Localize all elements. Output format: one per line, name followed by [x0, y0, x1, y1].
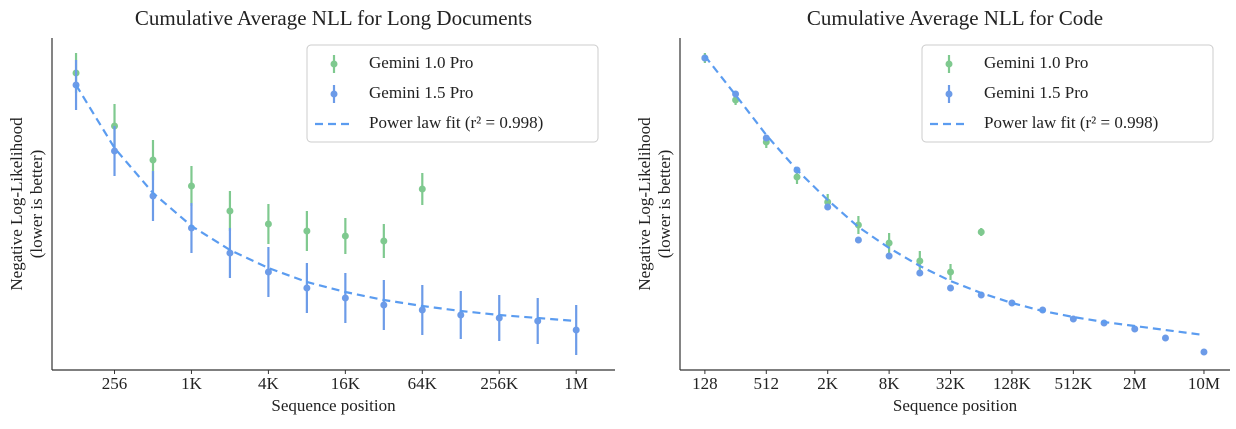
data-point [264, 220, 272, 228]
y-axis-label: Negative Log-Likelihood [635, 117, 654, 291]
data-point [226, 249, 234, 257]
data-point [149, 156, 157, 164]
data-point [264, 268, 272, 276]
data-point [1131, 325, 1139, 333]
chart-title: Cumulative Average NLL for Long Document… [135, 6, 532, 30]
data-point [303, 284, 311, 292]
x-tick-label: 64K [408, 374, 438, 393]
x-tick-label: 1M [564, 374, 588, 393]
data-point [977, 228, 985, 236]
data-point [380, 237, 388, 245]
legend-label: Gemini 1.5 Pro [369, 83, 473, 102]
x-tick-label: 128 [692, 374, 718, 393]
legend-box [921, 44, 1214, 143]
data-point [1200, 348, 1208, 356]
x-tick-label: 32K [936, 374, 966, 393]
legend-label: Gemini 1.0 Pro [984, 53, 1088, 72]
y-axis-label: Negative Log-Likelihood [7, 117, 26, 291]
legend: Gemini 1.0 Pro Gemini 1.5 Pro Power law fi… [306, 44, 599, 143]
data-point [947, 268, 955, 276]
data-point [1008, 299, 1016, 307]
x-tick-label: 1K [181, 374, 203, 393]
x-tick-label: 128K [993, 374, 1032, 393]
x-tick-label: 2M [1123, 374, 1147, 393]
data-point [916, 269, 924, 277]
data-point [854, 236, 862, 244]
x-tick-label: 8K [879, 374, 901, 393]
data-point [418, 185, 426, 193]
data-point [885, 252, 893, 260]
data-point [572, 326, 580, 334]
x-tick-label: 256K [480, 374, 519, 393]
x-tick-label: 4K [258, 374, 280, 393]
data-point [1069, 315, 1077, 323]
data-point [341, 232, 349, 240]
data-point [793, 173, 801, 181]
data-point [1161, 334, 1169, 342]
legend-swatch [330, 90, 338, 98]
data-point [303, 227, 311, 235]
data-point [341, 294, 349, 302]
data-point [457, 311, 465, 319]
data-point [885, 239, 893, 247]
legend-label: Power law fit (r² = 0.998) [369, 113, 543, 132]
data-point [762, 134, 770, 142]
legend-label: Power law fit (r² = 0.998) [984, 113, 1158, 132]
chart-title: Cumulative Average NLL for Code [807, 6, 1103, 30]
x-tick-label: 10M [1188, 374, 1220, 393]
x-tick-label: 512 [754, 374, 780, 393]
data-point [824, 203, 832, 211]
legend-swatch [945, 60, 953, 68]
x-tick-label: 2K [817, 374, 839, 393]
data-point [495, 314, 503, 322]
data-point [380, 301, 388, 309]
legend-box [306, 44, 599, 143]
data-point [824, 198, 832, 206]
x-axis-label: Sequence position [893, 396, 1018, 415]
data-point [111, 147, 119, 155]
legend-label: Gemini 1.0 Pro [369, 53, 473, 72]
x-tick-label: 256 [102, 374, 128, 393]
x-axis-label: Sequence position [271, 396, 396, 415]
data-point [916, 257, 924, 265]
data-point [418, 306, 426, 314]
legend-swatch [945, 90, 953, 98]
legend-label: Gemini 1.5 Pro [984, 83, 1088, 102]
y-axis-label: (lower is better) [655, 150, 674, 259]
y-axis-label: (lower is better) [27, 150, 46, 259]
data-point [534, 317, 542, 325]
data-point [226, 207, 234, 215]
x-tick-label: 16K [331, 374, 361, 393]
x-tick-label: 512K [1054, 374, 1093, 393]
data-point [187, 182, 195, 190]
legend: Gemini 1.0 Pro Gemini 1.5 Pro Power law fi… [921, 44, 1214, 143]
fit-line [75, 84, 577, 323]
data-point [947, 284, 955, 292]
legend-swatch [330, 60, 338, 68]
fit-line [704, 55, 1205, 337]
